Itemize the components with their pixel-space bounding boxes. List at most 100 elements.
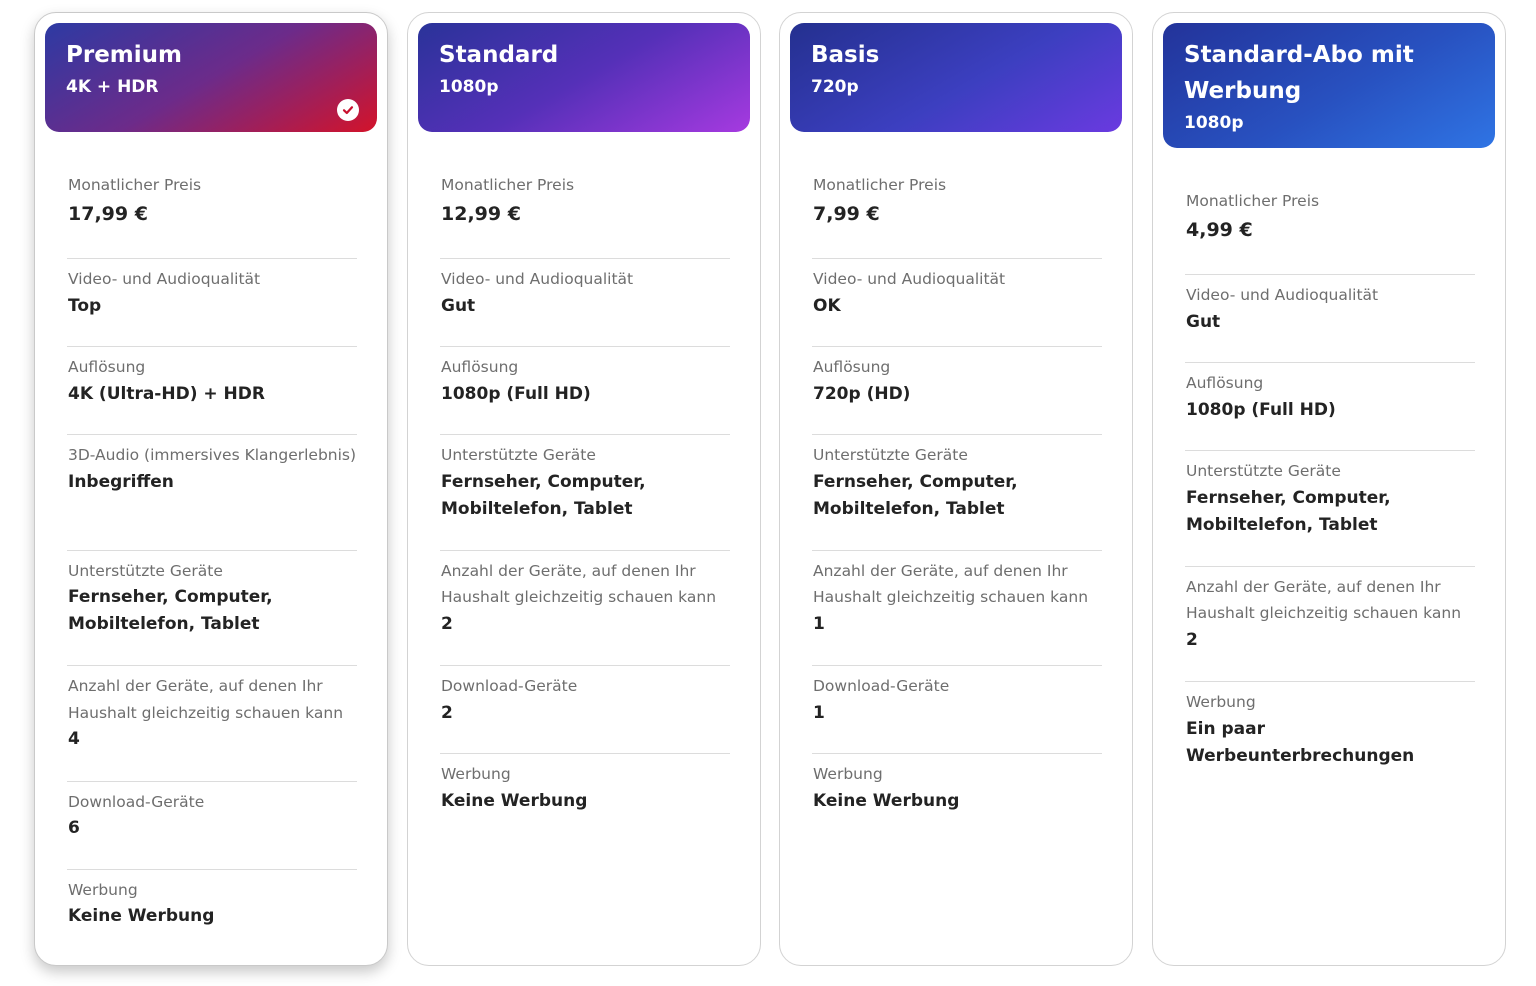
- detail-label: Auflösung: [813, 358, 891, 376]
- detail-label: Video- und Audioqualität: [813, 270, 1006, 288]
- detail-row-resolution: Auflösung 1080p (Full HD): [440, 347, 730, 435]
- check-circle-icon: [337, 99, 359, 121]
- detail-row-ads: Werbung Keine Werbung: [440, 754, 730, 842]
- detail-label: Download-Geräte: [441, 677, 578, 695]
- detail-value: 12,99 €: [441, 202, 521, 225]
- plan-card-standard-with-ads[interactable]: Standard-Abo mit Werbung 1080p Monatlich…: [1152, 12, 1506, 966]
- detail-value: 17,99 €: [68, 202, 148, 225]
- detail-row-resolution: Auflösung 4K (Ultra-HD) + HDR: [67, 347, 357, 435]
- detail-row-streams: Anzahl der Geräte, auf denen Ihr Haushal…: [440, 551, 730, 666]
- detail-row-3d-audio: 3D-Audio (immersives Klangerlebnis) Inbe…: [67, 435, 357, 551]
- plan-header-standard-with-ads: Standard-Abo mit Werbung 1080p: [1163, 23, 1495, 148]
- detail-value: 1: [813, 702, 825, 723]
- plan-resolution-tag: 1080p: [439, 77, 499, 97]
- detail-label: Video- und Audioqualität: [1186, 286, 1379, 304]
- detail-row-quality: Video- und Audioqualität Gut: [440, 259, 730, 347]
- detail-value: Keine Werbung: [813, 790, 960, 811]
- detail-value: Gut: [1186, 311, 1221, 332]
- detail-row-devices: Unterstützte Geräte Fernseher, Computer,…: [1185, 451, 1475, 567]
- plan-header-premium: Premium 4K + HDR: [45, 23, 377, 132]
- detail-label: Video- und Audioqualität: [68, 270, 261, 288]
- detail-label: Auflösung: [441, 358, 519, 376]
- detail-label: 3D-Audio (immersives Klangerlebnis): [68, 446, 357, 464]
- detail-row-devices: Unterstützte Geräte Fernseher, Computer,…: [812, 435, 1102, 551]
- detail-value: Fernseher, Computer, Mobiltelefon, Table…: [441, 471, 646, 519]
- detail-label: Werbung: [1186, 693, 1256, 711]
- detail-row-quality: Video- und Audioqualität OK: [812, 259, 1102, 347]
- detail-value: Top: [68, 295, 102, 316]
- detail-label: Monatlicher Preis: [813, 176, 947, 194]
- detail-value: 7,99 €: [813, 202, 880, 225]
- plan-header-basis: Basis 720p: [790, 23, 1122, 132]
- detail-label: Unterstützte Geräte: [441, 446, 596, 464]
- plan-details: Monatlicher Preis 4,99 € Video- und Audi…: [1185, 181, 1475, 770]
- detail-label: Monatlicher Preis: [68, 176, 202, 194]
- detail-value: 720p (HD): [813, 383, 911, 404]
- detail-row-devices: Unterstützte Geräte Fernseher, Computer,…: [440, 435, 730, 551]
- detail-row-price: Monatlicher Preis 12,99 €: [440, 165, 730, 259]
- plan-name: Standard: [439, 42, 559, 68]
- detail-label: Werbung: [68, 880, 138, 899]
- detail-value: Gut: [441, 295, 476, 316]
- detail-value: Keine Werbung: [68, 906, 215, 926]
- plan-card-basis[interactable]: Basis 720p Monatlicher Preis 7,99 € Vide…: [779, 12, 1133, 966]
- detail-value: 2: [1186, 629, 1198, 650]
- detail-label: Download-Geräte: [813, 677, 950, 695]
- plan-resolution-tag: 1080p: [1184, 113, 1244, 133]
- detail-value: 4: [68, 729, 80, 749]
- detail-value: 1: [813, 613, 825, 634]
- plan-header-standard: Standard 1080p: [418, 23, 750, 132]
- detail-value: 2: [441, 702, 453, 723]
- detail-row-streams: Anzahl der Geräte, auf denen Ihr Haushal…: [1185, 567, 1475, 682]
- detail-row-streams: Anzahl der Geräte, auf denen Ihr Haushal…: [67, 666, 357, 782]
- detail-row-streams: Anzahl der Geräte, auf denen Ihr Haushal…: [812, 551, 1102, 666]
- detail-label: Werbung: [441, 765, 511, 783]
- detail-label: Video- und Audioqualität: [441, 270, 634, 288]
- detail-value: Fernseher, Computer, Mobiltelefon, Table…: [1186, 487, 1391, 535]
- detail-label: Unterstützte Geräte: [68, 561, 223, 580]
- detail-value: 1080p (Full HD): [1186, 399, 1336, 420]
- detail-label: Monatlicher Preis: [1186, 192, 1320, 210]
- detail-value: OK: [813, 295, 841, 316]
- detail-value: 1080p (Full HD): [441, 383, 591, 404]
- detail-value: Fernseher, Computer, Mobiltelefon, Table…: [813, 471, 1018, 519]
- detail-label: Download-Geräte: [68, 792, 205, 811]
- detail-row-ads: Werbung Keine Werbung: [67, 870, 357, 958]
- plan-details: Monatlicher Preis 17,99 € Video- und Aud…: [67, 165, 357, 958]
- detail-label: Unterstützte Geräte: [813, 446, 968, 464]
- detail-value: Ein paar Werbeunterbrechungen: [1186, 718, 1415, 766]
- plan-card-standard[interactable]: Standard 1080p Monatlicher Preis 12,99 €…: [407, 12, 761, 966]
- plan-name: Basis: [811, 42, 880, 68]
- plan-card-premium[interactable]: Premium 4K + HDR Monatlicher Preis 17,99…: [34, 12, 388, 966]
- detail-row-ads: Werbung Keine Werbung: [812, 754, 1102, 842]
- detail-row-quality: Video- und Audioqualität Top: [67, 259, 357, 347]
- plan-details: Monatlicher Preis 7,99 € Video- und Audi…: [812, 165, 1102, 842]
- detail-value: 6: [68, 818, 80, 838]
- detail-row-price: Monatlicher Preis 17,99 €: [67, 165, 357, 259]
- plan-resolution-tag: 720p: [811, 77, 859, 97]
- plan-details: Monatlicher Preis 12,99 € Video- und Aud…: [440, 165, 730, 842]
- detail-row-devices: Unterstützte Geräte Fernseher, Computer,…: [67, 551, 357, 666]
- detail-value: Inbegriffen: [68, 471, 174, 492]
- detail-label: Unterstützte Geräte: [1186, 462, 1341, 480]
- detail-row-downloads: Download-Geräte 1: [812, 666, 1102, 754]
- plan-name: Premium: [66, 42, 182, 68]
- detail-label: Werbung: [813, 765, 883, 783]
- detail-row-price: Monatlicher Preis 4,99 €: [1185, 181, 1475, 275]
- detail-label: Auflösung: [1186, 374, 1264, 392]
- detail-label: Anzahl der Geräte, auf denen Ihr Haushal…: [813, 561, 1089, 607]
- detail-row-resolution: Auflösung 720p (HD): [812, 347, 1102, 435]
- detail-row-price: Monatlicher Preis 7,99 €: [812, 165, 1102, 259]
- detail-row-downloads: Download-Geräte 6: [67, 782, 357, 870]
- detail-value: 4,99 €: [1186, 218, 1253, 241]
- detail-label: Monatlicher Preis: [441, 176, 575, 194]
- detail-row-downloads: Download-Geräte 2: [440, 666, 730, 754]
- detail-row-ads: Werbung Ein paar Werbeunterbrechungen: [1185, 682, 1475, 770]
- detail-value: Fernseher, Computer, Mobiltelefon, Table…: [68, 587, 273, 634]
- detail-label: Anzahl der Geräte, auf denen Ihr Haushal…: [441, 561, 717, 607]
- detail-label: Auflösung: [68, 358, 146, 376]
- detail-label: Anzahl der Geräte, auf denen Ihr Haushal…: [1186, 577, 1462, 623]
- detail-value: 2: [441, 613, 453, 634]
- detail-row-resolution: Auflösung 1080p (Full HD): [1185, 363, 1475, 451]
